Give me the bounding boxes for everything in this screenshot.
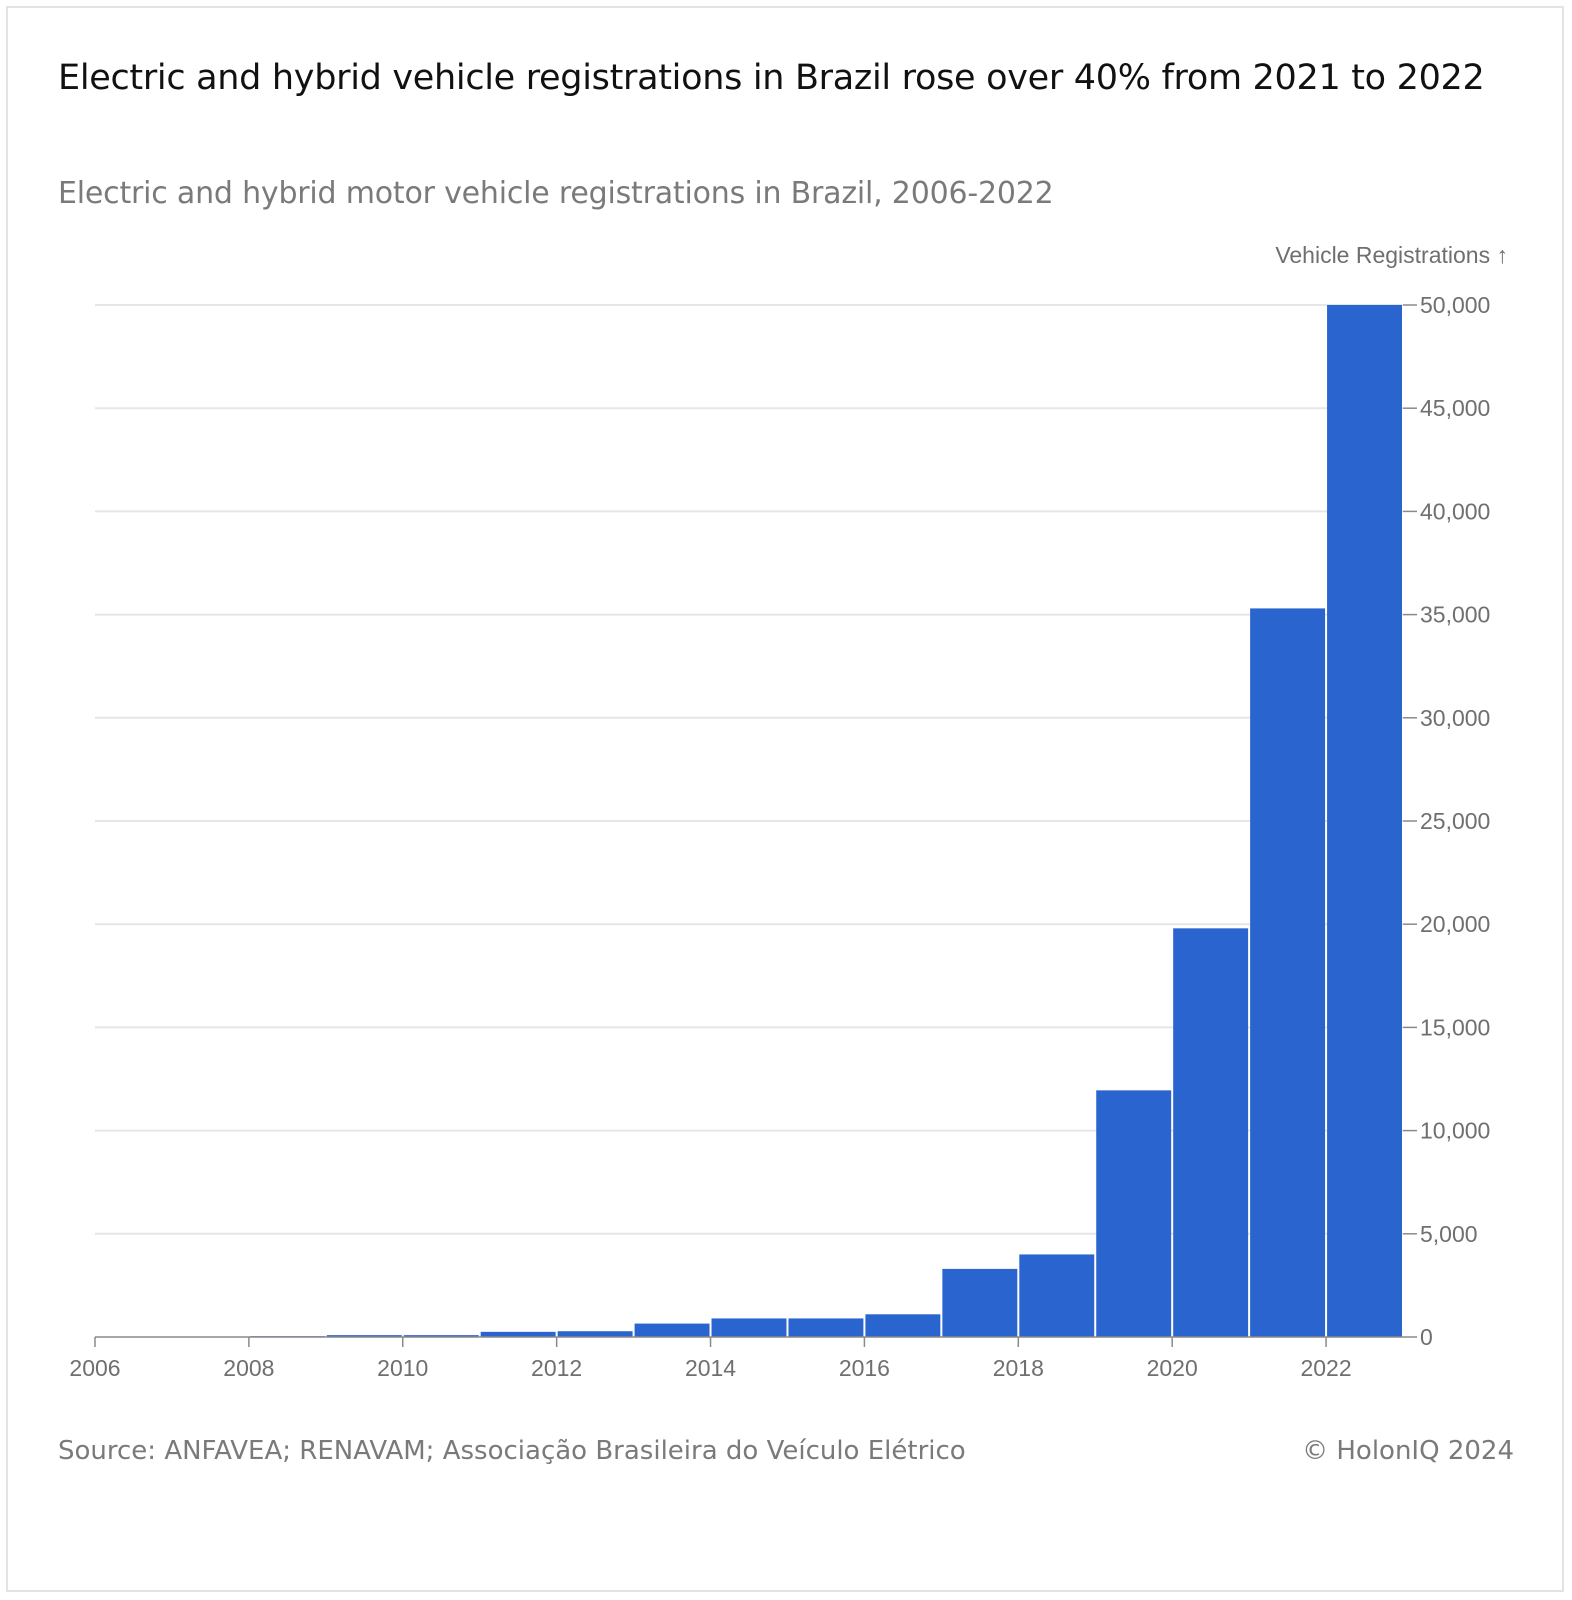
y-tick-label: 10,000	[1420, 1118, 1490, 1144]
bar-2017	[942, 1268, 1018, 1337]
bar-chart: 0 5,000 10,000 15,000 20,000 25,000 30,000 35,0…	[69, 242, 1508, 1381]
x-tick-label: 2022	[1300, 1355, 1351, 1381]
y-tick-label: 40,000	[1420, 498, 1490, 524]
bar-2020	[1173, 928, 1249, 1337]
y-tick-label: 30,000	[1420, 705, 1490, 731]
chart-subtitle: Electric and hybrid motor vehicle regist…	[58, 176, 1054, 211]
bar-2022	[1327, 305, 1402, 1337]
y-tick-label: 50,000	[1420, 292, 1490, 318]
y-axis-title: Vehicle Registrations ↑	[1275, 242, 1508, 268]
y-tick-label: 35,000	[1420, 602, 1490, 628]
chart-title: Electric and hybrid vehicle registration…	[58, 58, 1485, 98]
y-tick-label: 45,000	[1420, 395, 1490, 421]
x-tick-label: 2014	[685, 1355, 736, 1381]
bar-2009	[326, 1335, 402, 1337]
axes: 0 5,000 10,000 15,000 20,000 25,000 30,000 35,0…	[69, 292, 1490, 1381]
x-tick-label: 2012	[531, 1355, 582, 1381]
bars	[96, 305, 1402, 1338]
bar-2019	[1096, 1090, 1172, 1337]
bar-2012	[557, 1331, 633, 1337]
bar-2015	[788, 1318, 864, 1337]
x-tick-label: 2018	[993, 1355, 1044, 1381]
y-tick-label: 20,000	[1420, 911, 1490, 937]
y-tick-label: 5,000	[1420, 1221, 1478, 1247]
x-tick-label: 2016	[839, 1355, 890, 1381]
x-tick-label: 2006	[69, 1355, 120, 1381]
bar-2010	[403, 1335, 479, 1337]
bar-2014	[711, 1318, 787, 1337]
bar-2011	[480, 1331, 556, 1337]
y-tick-label: 0	[1420, 1324, 1433, 1350]
bar-2018	[1019, 1254, 1095, 1337]
bar-2013	[634, 1323, 710, 1337]
x-tick-label: 2020	[1147, 1355, 1198, 1381]
copyright-note: © HolonIQ 2024	[1302, 1436, 1514, 1466]
x-tick-label: 2010	[377, 1355, 428, 1381]
y-tick-label: 15,000	[1420, 1014, 1490, 1040]
x-tick-label: 2008	[223, 1355, 274, 1381]
bar-2016	[865, 1314, 941, 1337]
source-note: Source: ANFAVEA; RENAVAM; Associação Bra…	[58, 1436, 966, 1466]
y-tick-label: 25,000	[1420, 808, 1490, 834]
bar-2021	[1250, 608, 1326, 1337]
